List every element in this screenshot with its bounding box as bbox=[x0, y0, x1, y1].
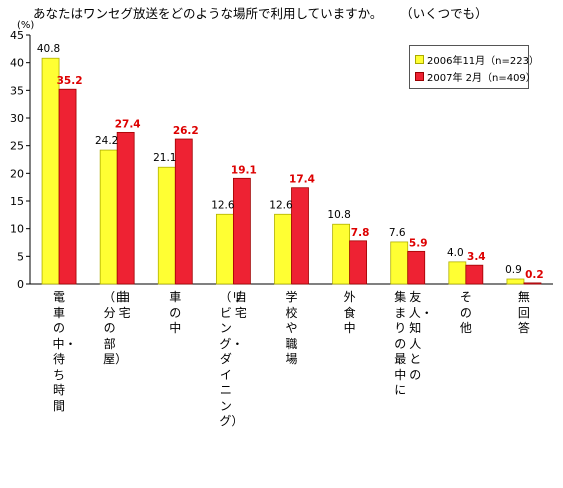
bar-2007 bbox=[58, 88, 77, 285]
legend-swatch-2006 bbox=[415, 54, 424, 64]
category-label-line: 電車の中・待ち時間 bbox=[52, 290, 77, 413]
y-tick-label: 10 bbox=[10, 223, 24, 236]
category-label-line: 学校や職場 bbox=[285, 290, 298, 366]
y-axis-unit: (%) bbox=[17, 20, 35, 31]
data-label-2007: 26.2 bbox=[173, 125, 199, 137]
category-label-line: 集まりの最中に bbox=[394, 290, 407, 397]
category-label: 友人・知人との 集まりの最中に bbox=[394, 290, 433, 399]
bar-2007 bbox=[174, 138, 193, 285]
bar-2006 bbox=[448, 261, 467, 285]
data-label-2006: 0.9 bbox=[505, 264, 522, 276]
y-tick-label: 25 bbox=[10, 140, 24, 153]
category-label-line: （リビング・ダイニング） bbox=[219, 290, 244, 428]
category-label-line: 無回答 bbox=[517, 290, 530, 335]
bar-2007 bbox=[465, 264, 484, 285]
bar-2007 bbox=[407, 250, 426, 285]
chart-question: あなたはワンセグ放送をどのような場所で利用していますか。 （いくつでも） bbox=[33, 3, 488, 22]
y-tick-label: 45 bbox=[10, 29, 24, 42]
category-label-line: その他 bbox=[459, 290, 472, 335]
data-label-2006: 24.2 bbox=[95, 135, 118, 147]
category-label: 車の中 bbox=[169, 290, 182, 337]
y-tick-label: 30 bbox=[10, 112, 24, 125]
data-label-2007: 0.2 bbox=[525, 269, 544, 281]
bar-2007 bbox=[523, 282, 542, 285]
category-label: 自宅 （リビング・ダイニング） bbox=[219, 290, 247, 430]
bar-2006 bbox=[332, 223, 351, 285]
y-tick-label: 20 bbox=[10, 167, 24, 180]
question-text: あなたはワンセグ放送をどのような場所で利用していますか。 bbox=[33, 6, 383, 21]
bar-2007 bbox=[116, 131, 135, 285]
bar-2007 bbox=[291, 187, 309, 285]
legend: 2006年11月（n=223） 2007年 2月（n=409） bbox=[409, 45, 539, 89]
bar-2006 bbox=[215, 213, 234, 285]
category-label-line: 友人・知人との bbox=[408, 290, 433, 382]
legend-label-2007: 2007年 2月（n=409） bbox=[427, 72, 536, 84]
y-tick-label: 40 bbox=[10, 57, 24, 70]
category-label-line: 外食中 bbox=[343, 290, 356, 335]
category-label: 外食中 bbox=[343, 290, 356, 337]
category-label-line: 車の中 bbox=[169, 290, 182, 335]
legend-item-2007: 2007年 2月（n=409） bbox=[415, 69, 536, 84]
data-label-2007: 7.8 bbox=[351, 227, 370, 239]
y-tick-label: 35 bbox=[10, 84, 24, 97]
data-label-2007: 27.4 bbox=[115, 118, 141, 130]
category-label-line: （自分の部屋） bbox=[103, 290, 128, 366]
category-label-line: 自宅 bbox=[234, 290, 247, 320]
data-label-2007: 19.1 bbox=[231, 164, 257, 176]
data-label-2007: 17.4 bbox=[289, 174, 315, 186]
y-tick-label: 0 bbox=[17, 278, 24, 291]
bar-2006 bbox=[506, 278, 525, 285]
category-label: その他 bbox=[459, 290, 472, 337]
bar-2006 bbox=[99, 149, 118, 285]
data-label-2007: 5.9 bbox=[409, 237, 428, 249]
question-note: （いくつでも） bbox=[406, 6, 488, 21]
legend-item-2006: 2006年11月（n=223） bbox=[415, 52, 539, 67]
category-label: 無回答 bbox=[517, 290, 530, 337]
data-label-2007: 3.4 bbox=[467, 251, 486, 263]
legend-label-2006: 2006年11月（n=223） bbox=[427, 55, 539, 67]
data-label-2006: 4.0 bbox=[447, 247, 464, 259]
data-label-2006: 12.6 bbox=[211, 199, 235, 211]
y-tick-label: 5 bbox=[17, 250, 24, 263]
y-tick-label: 15 bbox=[10, 195, 24, 208]
category-label: 電車の中・待ち時間 bbox=[52, 290, 77, 414]
data-label-2006: 21.1 bbox=[153, 152, 176, 164]
bar-2007 bbox=[349, 240, 368, 285]
bar-2006 bbox=[274, 213, 292, 285]
bar-2007 bbox=[232, 177, 251, 285]
category-label: 学校や職場 bbox=[285, 290, 298, 368]
bar-2006 bbox=[157, 166, 176, 285]
data-label-2007: 35.2 bbox=[57, 75, 83, 87]
bar-2006 bbox=[41, 57, 60, 285]
legend-swatch-2007 bbox=[415, 71, 424, 81]
data-label-2006: 7.6 bbox=[389, 227, 406, 239]
data-label-2006: 40.8 bbox=[37, 43, 60, 55]
category-label-line: 自宅 bbox=[118, 290, 131, 320]
category-label: 自宅 （自分の部屋） bbox=[103, 290, 131, 368]
data-label-2006: 12.6 bbox=[269, 199, 293, 211]
bar-2006 bbox=[390, 241, 409, 285]
data-label-2006: 10.8 bbox=[327, 209, 350, 221]
